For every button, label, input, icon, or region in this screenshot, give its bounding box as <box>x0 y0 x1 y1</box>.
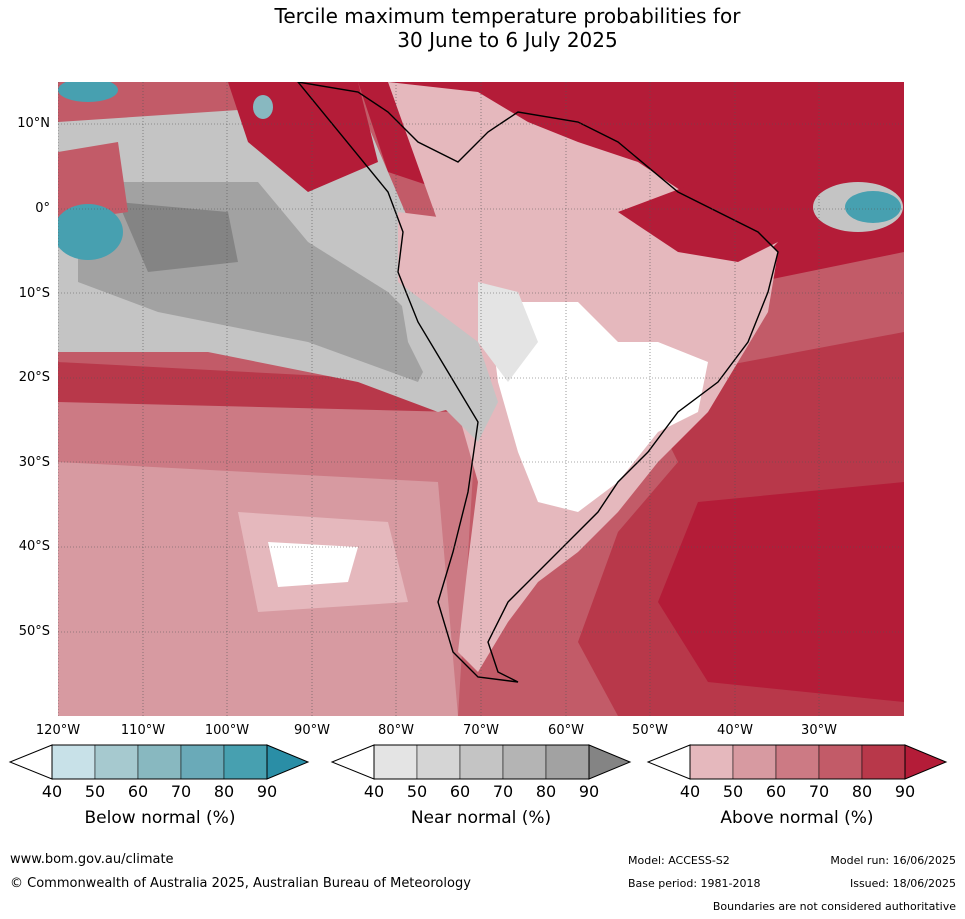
cbar-near-arrow-high <box>588 744 632 780</box>
graticule <box>58 82 904 716</box>
colorbar-above-label: Above normal (%) <box>720 808 874 828</box>
cbar-above-tick: 50 <box>722 782 744 801</box>
cbar-above-tick: 60 <box>765 782 787 801</box>
land-north-red <box>618 182 778 262</box>
colorbar-above <box>646 744 948 780</box>
lon-label-80w: 80°W <box>378 723 414 738</box>
cbar-near-bin-2 <box>416 744 461 780</box>
cbar-above-bin-2 <box>732 744 777 780</box>
lat-label-50s: 50°S <box>18 624 50 639</box>
pacific-darkest-grey <box>118 202 238 272</box>
lon-label-100w: 100°W <box>204 723 250 738</box>
cbar-below-tick: 40 <box>41 782 63 801</box>
copyright-notice: © Commonwealth of Australia 2025, Austra… <box>10 876 471 891</box>
lat-label-20s: 20°S <box>18 370 50 385</box>
cbar-above-frame <box>689 744 906 780</box>
lat-label-10s: 10°S <box>18 286 50 301</box>
cbar-above-tick: 40 <box>679 782 701 801</box>
colorbar-below-label: Below normal (%) <box>84 808 236 828</box>
colorbar-near-label: Near normal (%) <box>410 808 552 828</box>
cbar-below-frame <box>51 744 268 780</box>
website-link[interactable]: www.bom.gov.au/climate <box>10 852 174 867</box>
cbar-below-tick: 90 <box>256 782 278 801</box>
cbar-above-bin-3 <box>775 744 820 780</box>
lat-label-40s: 40°S <box>18 539 50 554</box>
cbar-below-arrow-high <box>266 744 310 780</box>
cbar-near-tick: 70 <box>492 782 514 801</box>
colorbar-below <box>8 744 310 780</box>
lat-label-10n: 10°N <box>17 116 50 131</box>
cbar-above-tick: 80 <box>851 782 873 801</box>
cbar-below-bin-4 <box>180 744 225 780</box>
lon-label-40w: 40°W <box>717 723 753 738</box>
cbar-near-tick: 90 <box>578 782 600 801</box>
below-normal-patch-west <box>58 204 123 260</box>
cbar-below-bin-5 <box>223 744 268 780</box>
cbar-below-arrow-low <box>8 744 53 780</box>
land-white-interior <box>488 302 708 512</box>
lon-label-30w: 30°W <box>801 723 837 738</box>
lon-label-90w: 90°W <box>294 723 330 738</box>
cbar-near-bin-1 <box>373 744 418 780</box>
lat-label-30s: 30°S <box>18 455 50 470</box>
title-line-2: 30 June to 6 July 2025 <box>397 28 618 52</box>
cbar-above-bin-4 <box>818 744 863 780</box>
cbar-below-tick: 60 <box>127 782 149 801</box>
cbar-below-bin-3 <box>137 744 182 780</box>
base-period: Base period: 1981-2018 <box>628 877 761 890</box>
lon-label-50w: 50°W <box>632 723 668 738</box>
cbar-above-arrow-high <box>904 744 948 780</box>
lon-label-70w: 70°W <box>463 723 499 738</box>
cbar-near-tick: 40 <box>363 782 385 801</box>
map-title: Tercile maximum temperature probabilitie… <box>0 4 965 52</box>
lon-label-120w: 120°W <box>35 723 81 738</box>
pacific-west-red <box>58 142 128 222</box>
cbar-near-bin-3 <box>459 744 504 780</box>
cbar-near-tick: 50 <box>406 782 428 801</box>
cbar-above-bin-1 <box>689 744 734 780</box>
below-normal-patch-atlantic <box>845 191 901 223</box>
cbar-near-bin-5 <box>545 744 590 780</box>
cbar-above-tick: 70 <box>808 782 830 801</box>
cbar-near-bin-4 <box>502 744 547 780</box>
cbar-near-frame <box>373 744 590 780</box>
probability-map <box>58 82 904 716</box>
issued-date: Issued: 18/06/2025 <box>849 877 956 890</box>
cbar-near-arrow-low <box>330 744 375 780</box>
cbar-below-tick: 80 <box>213 782 235 801</box>
cbar-below-tick: 50 <box>84 782 106 801</box>
cbar-near-tick: 80 <box>535 782 557 801</box>
atlantic-dark-red <box>658 482 904 702</box>
lat-label-0: 0° <box>35 201 50 216</box>
cbar-below-tick: 70 <box>170 782 192 801</box>
lon-label-110w: 110°W <box>120 723 166 738</box>
boundary-disclaimer: Boundaries are not considered authoritat… <box>712 900 956 913</box>
colorbar-near <box>330 744 632 780</box>
title-line-1: Tercile maximum temperature probabilitie… <box>274 4 741 28</box>
model-run-date: Model run: 16/06/2025 <box>830 854 956 867</box>
cbar-above-tick: 90 <box>894 782 916 801</box>
below-normal-patch-small <box>253 95 273 119</box>
land-andes-grey <box>478 282 538 382</box>
lon-label-60w: 60°W <box>548 723 584 738</box>
coastal-grey <box>398 282 498 442</box>
cbar-above-bin-5 <box>861 744 906 780</box>
pacific-white-patch <box>268 542 358 587</box>
cbar-below-bin-2 <box>94 744 139 780</box>
coastline <box>297 82 779 683</box>
model-name: Model: ACCESS-S2 <box>628 854 730 867</box>
map-svg <box>58 82 904 716</box>
cbar-near-tick: 60 <box>449 782 471 801</box>
cbar-below-bin-1 <box>51 744 96 780</box>
below-normal-patch-northwest <box>58 82 118 102</box>
pacific-red-band <box>58 362 458 412</box>
cbar-above-arrow-low <box>646 744 691 780</box>
